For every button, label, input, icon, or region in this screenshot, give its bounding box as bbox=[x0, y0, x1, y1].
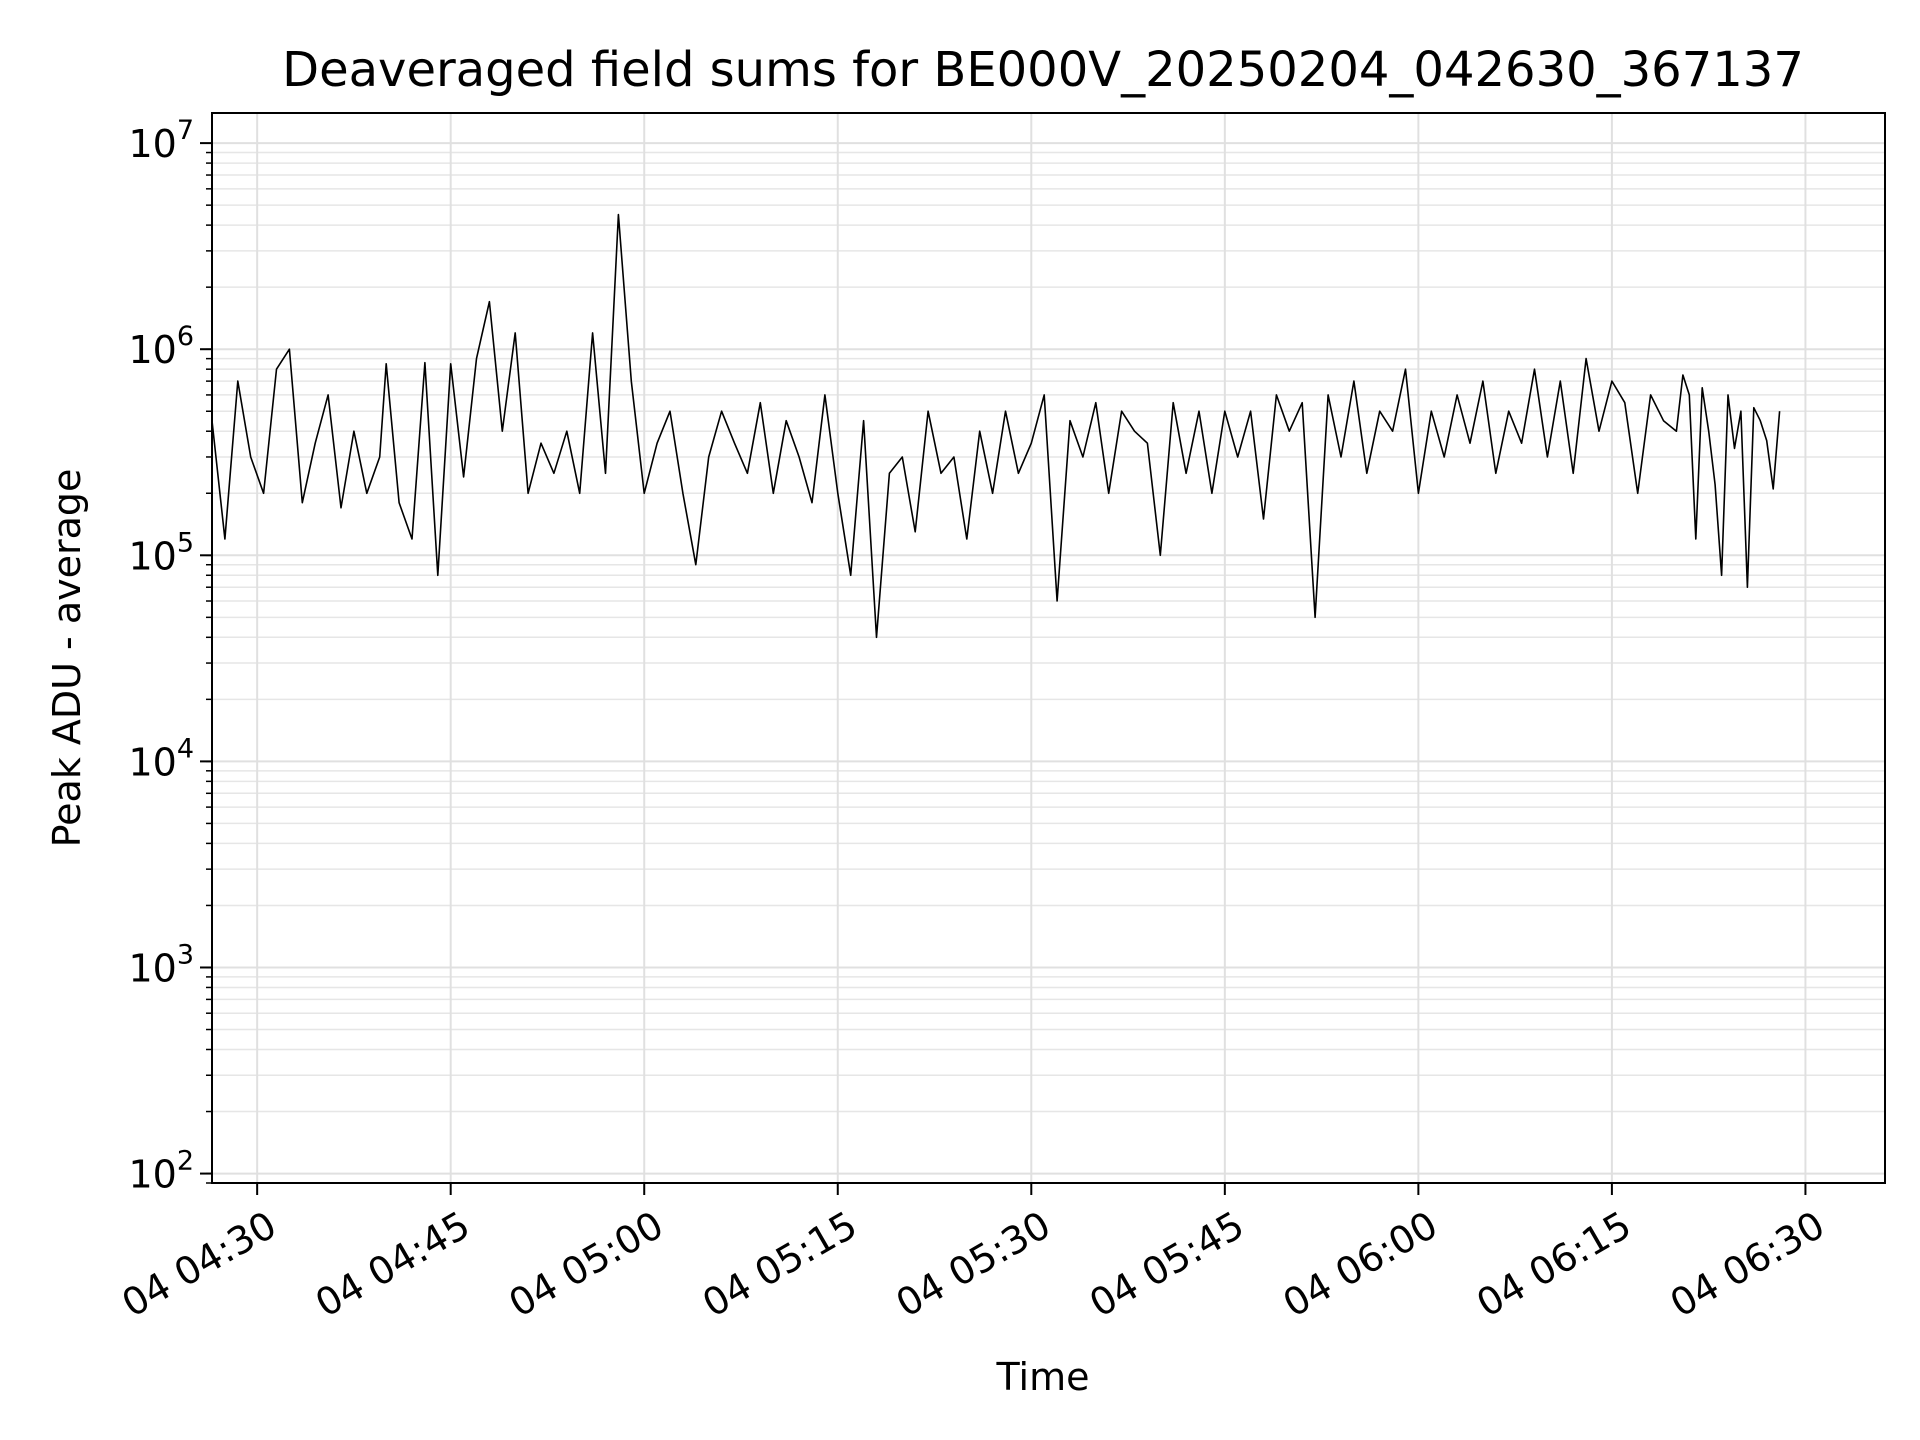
y-tick-label: 107 bbox=[128, 115, 194, 166]
series-line bbox=[211, 213, 1781, 639]
y-tick-label: 106 bbox=[128, 321, 194, 372]
y-tick-label: 102 bbox=[128, 1146, 194, 1197]
plot-frame bbox=[211, 112, 1886, 1184]
y-axis-label: Peak ADU - average bbox=[45, 469, 89, 848]
grid-layer bbox=[212, 113, 1885, 1184]
chart-title: Deaveraged field sums for BE000V_2025020… bbox=[282, 42, 1804, 98]
y-tick-label: 104 bbox=[128, 733, 194, 784]
x-axis-label: Time bbox=[996, 1355, 1090, 1399]
y-tick-label: 105 bbox=[128, 527, 194, 578]
y-tick-label: 103 bbox=[128, 939, 194, 990]
data-layer bbox=[211, 213, 1781, 639]
